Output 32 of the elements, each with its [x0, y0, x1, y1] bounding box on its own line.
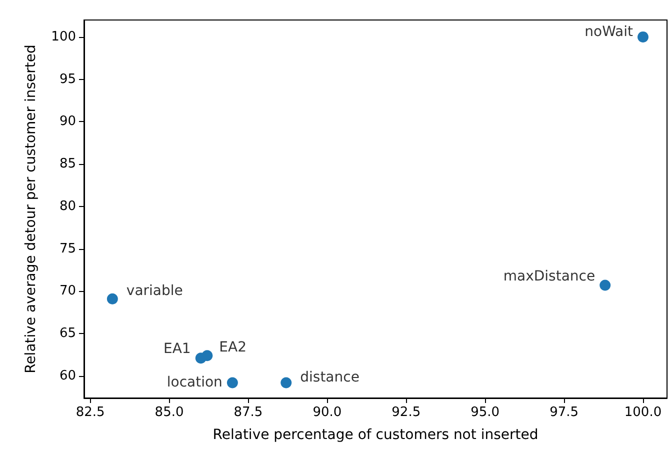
y-tick-label: 85: [59, 156, 76, 172]
y-tick-label: 95: [59, 72, 76, 87]
annotation: variable: [126, 282, 183, 299]
annotation: noWait: [584, 24, 634, 40]
point: [226, 377, 238, 388]
x-tick-label: 92.5: [392, 405, 421, 420]
y-tick-label: 80: [59, 198, 76, 214]
y-axis-title: Relative average detour per customer inserted: [23, 44, 39, 374]
x-tick-label: 97.5: [550, 405, 579, 420]
x-tick-label: 90.0: [312, 405, 342, 420]
x-tick-label: 95.0: [470, 405, 500, 420]
y-tick-label: 100: [51, 29, 76, 44]
y-tick-label: 75: [59, 241, 76, 256]
annotation: EA1: [164, 341, 191, 358]
x-tick-label: 85.0: [154, 405, 184, 420]
point: [638, 31, 648, 42]
annotation: maxDistance: [503, 268, 596, 284]
y-tick-label: 90: [59, 114, 76, 130]
annotation: distance: [300, 370, 360, 386]
x-axis-title: Relative percentage of customers not inserted: [212, 427, 538, 443]
x-tick-label: 87.5: [234, 405, 263, 420]
annotation: EA2: [219, 340, 247, 356]
y-tick-label: 65: [59, 326, 76, 342]
x-tick-label: 100.0: [624, 405, 662, 420]
point: [280, 377, 292, 388]
point: [600, 280, 611, 291]
annotation: location: [166, 374, 222, 391]
point: [106, 293, 118, 304]
y-tick-label: 60: [59, 368, 76, 384]
x-tick-label: 82.5: [76, 405, 105, 420]
y-tick-label: 70: [59, 284, 76, 299]
point: [202, 350, 213, 362]
